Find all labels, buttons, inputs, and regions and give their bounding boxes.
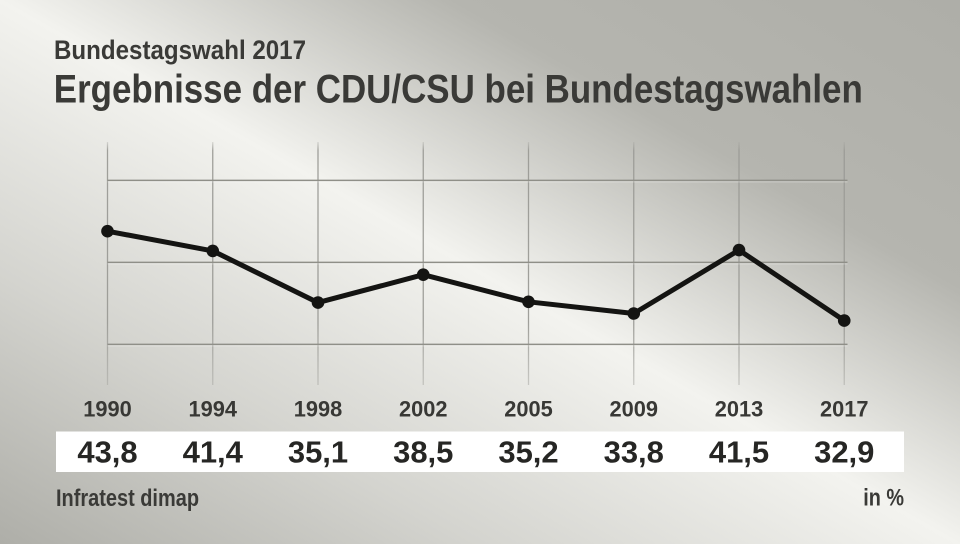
svg-text:33,8: 33,8 [604, 435, 664, 470]
svg-text:2013: 2013 [715, 397, 764, 422]
svg-text:43,8: 43,8 [77, 435, 137, 470]
svg-text:1990: 1990 [83, 397, 132, 422]
svg-text:41,5: 41,5 [709, 435, 769, 470]
svg-text:2017: 2017 [820, 397, 869, 422]
svg-text:32,9: 32,9 [814, 435, 874, 470]
svg-text:Ergebnisse der CDU/CSU bei Bun: Ergebnisse der CDU/CSU bei Bundestagswah… [54, 68, 863, 112]
svg-text:35,2: 35,2 [498, 435, 558, 470]
svg-text:35,1: 35,1 [288, 435, 348, 470]
svg-text:1998: 1998 [294, 397, 343, 422]
svg-text:in %: in % [863, 485, 904, 512]
svg-text:Infratest dimap: Infratest dimap [56, 485, 199, 512]
svg-text:2005: 2005 [504, 397, 553, 422]
svg-text:41,4: 41,4 [183, 435, 244, 470]
svg-text:Bundestagswahl 2017: Bundestagswahl 2017 [54, 35, 306, 65]
svg-text:2002: 2002 [399, 397, 448, 422]
svg-text:1994: 1994 [189, 397, 238, 422]
svg-text:38,5: 38,5 [393, 435, 453, 470]
svg-text:2009: 2009 [610, 397, 659, 422]
